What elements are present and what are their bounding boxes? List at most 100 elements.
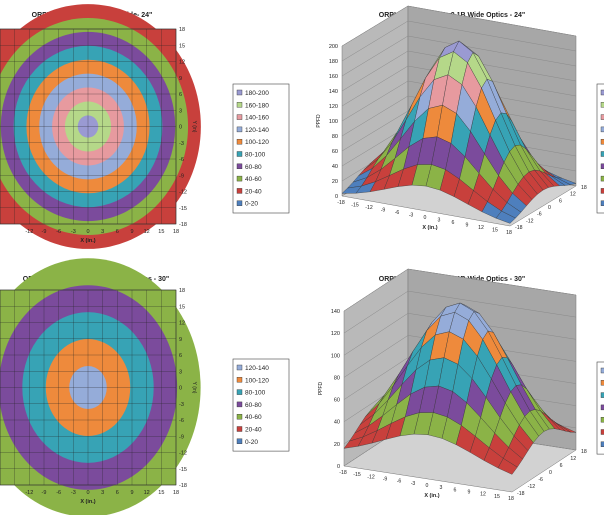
z-tick-label: 80 xyxy=(334,375,340,381)
x-tick-label: 9 xyxy=(466,223,469,229)
x-tick-label: 18 xyxy=(508,496,514,502)
legend-label: 0-20 xyxy=(245,201,258,208)
z-tick-label: 120 xyxy=(331,331,340,337)
x-axis-label: X (in.) xyxy=(80,499,95,505)
z-tick-label: 200 xyxy=(329,44,338,50)
x-tick-label: 9 xyxy=(468,490,471,496)
x-tick-label: 3 xyxy=(101,229,104,235)
y-tick-label: 12 xyxy=(179,321,185,327)
z-tick-label: 60 xyxy=(334,398,340,404)
legend-swatch xyxy=(236,364,243,371)
x-tick-label: 9 xyxy=(130,229,133,235)
y-tick-label: 15 xyxy=(179,43,185,49)
y-tick-label: -18 xyxy=(179,222,187,228)
wall-grid-line xyxy=(341,65,577,107)
z-tick-label: 160 xyxy=(329,74,338,80)
legend-label: 140-160 xyxy=(245,115,269,122)
legend-swatch xyxy=(236,138,243,145)
legend-swatch xyxy=(236,151,243,157)
legend-swatch xyxy=(236,102,243,108)
z-tick-label: 0 xyxy=(337,464,340,470)
legend-swatch xyxy=(236,163,243,170)
wall-grid-line xyxy=(343,268,577,312)
legend-swatch xyxy=(236,114,243,120)
legend-label: 80-100 xyxy=(245,152,266,159)
legend-label: 0-20 xyxy=(245,439,258,446)
y-tick-label: 3 xyxy=(179,369,182,375)
x-tick-label: -6 xyxy=(56,229,61,235)
wall-grid-line xyxy=(343,335,577,378)
x-tick-label: -15 xyxy=(351,203,359,209)
y-tick-label: 15 xyxy=(179,304,185,310)
legend-swatch xyxy=(236,377,243,383)
y-tick-label: -6 xyxy=(179,157,184,163)
y-tick-label: -18 xyxy=(179,483,187,489)
z-tick-label: 180 xyxy=(329,59,338,65)
y-tick-label: -12 xyxy=(179,451,187,457)
x-tick-label: 18 xyxy=(506,230,512,236)
y-tick-label: -3 xyxy=(179,402,184,408)
x-tick-label: 12 xyxy=(480,492,486,498)
y-tick-label: 6 xyxy=(179,92,182,98)
x-tick-label: -3 xyxy=(409,213,414,219)
y-tick-label: -6 xyxy=(179,418,184,424)
legend-label: 20-40 xyxy=(245,188,262,195)
x-tick-label: 6 xyxy=(116,490,119,496)
x-tick-label: -9 xyxy=(42,490,47,496)
y-tick-label: -9 xyxy=(179,434,184,440)
legend-swatch xyxy=(236,188,243,194)
y-tick-label: 6 xyxy=(179,353,182,359)
wall-grid-line xyxy=(343,290,577,334)
x-tick-label: -18 xyxy=(339,470,347,476)
legend-box xyxy=(596,361,604,455)
x-tick-label: -12 xyxy=(25,490,33,496)
x-tick-label: -12 xyxy=(367,474,375,480)
surface-mesh xyxy=(343,302,577,475)
x-tick-label: 12 xyxy=(478,225,484,231)
wall-grid-line xyxy=(343,313,577,356)
x-tick-label: 3 xyxy=(438,218,441,224)
x-tick-label: -15 xyxy=(353,472,361,478)
z-tick-label: 140 xyxy=(329,89,338,95)
wall-grid-line xyxy=(341,20,577,62)
y-axis-label: Y (in) xyxy=(191,121,197,133)
z-tick-label: 40 xyxy=(332,164,338,170)
legend-swatch xyxy=(236,200,243,206)
y-tick-label: -15 xyxy=(179,206,187,212)
wall-grid-line xyxy=(341,80,577,122)
legend-label: 120-140 xyxy=(245,365,269,372)
wall-grid-line xyxy=(341,95,577,137)
x-axis-label: X (in.) xyxy=(80,238,95,244)
y-tick-label: 18 xyxy=(179,27,185,33)
y-tick-label: 18 xyxy=(179,288,185,294)
legend-label: 80-100 xyxy=(245,390,266,397)
y-tick-label: -12 xyxy=(179,190,187,196)
y-tick-label: 18 xyxy=(581,449,587,455)
legend-label: 40-60 xyxy=(245,176,262,183)
x-tick-label: -6 xyxy=(397,479,402,485)
x-tick-label: -6 xyxy=(395,210,400,216)
y-axis-label: Y (in) xyxy=(191,382,197,394)
x-tick-label: -9 xyxy=(383,477,388,483)
wall-grid-line xyxy=(343,357,577,400)
x-tick-label: 0 xyxy=(426,483,429,489)
y-tick-label: 0 xyxy=(179,386,182,392)
legend-swatch xyxy=(236,426,243,432)
legend-label: 180-200 xyxy=(245,90,269,97)
surface-cell xyxy=(497,458,518,475)
y-tick-label: -6 xyxy=(538,477,543,483)
x-tick-label: -6 xyxy=(56,490,61,496)
x-tick-label: 15 xyxy=(492,228,498,234)
x-tick-label: 15 xyxy=(158,229,164,235)
legend-label: 120-140 xyxy=(245,127,269,134)
plot-frame xyxy=(0,289,177,486)
z-tick-label: 0 xyxy=(335,194,338,200)
y-tick-label: 0 xyxy=(549,470,552,476)
y-tick-label: 12 xyxy=(179,60,185,66)
wall-grid-line xyxy=(341,110,577,152)
x-tick-label: 3 xyxy=(101,490,104,496)
x-tick-label: 15 xyxy=(494,494,500,500)
x-axis-label: X (in.) xyxy=(422,225,437,231)
